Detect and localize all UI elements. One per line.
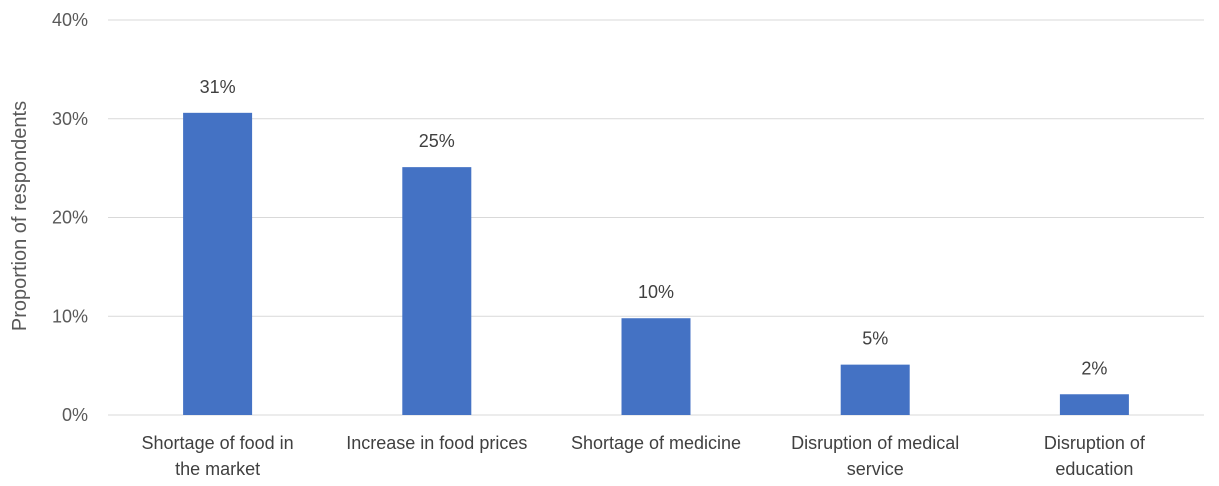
x-tick-label: Shortage of food in the market [142, 433, 294, 479]
y-tick-label: 0% [62, 405, 88, 425]
data-labels: 31% 25% 10% 5% 2% [200, 77, 1108, 378]
bar [840, 364, 910, 415]
y-axis-ticks: 0% 10% 20% 30% 40% [52, 10, 88, 425]
bars [183, 112, 1129, 415]
data-label: 10% [638, 282, 674, 302]
x-tick-label: Disruption of education [1044, 433, 1146, 479]
data-label: 31% [200, 77, 236, 97]
bar [402, 167, 472, 415]
y-axis-title: Proportion of respondents [9, 101, 31, 331]
x-tick-label: Increase in food prices [346, 433, 527, 453]
y-tick-label: 20% [52, 208, 88, 228]
bar [621, 318, 691, 415]
gridlines [108, 19, 1204, 416]
y-tick-label: 40% [52, 10, 88, 30]
x-tick-label: Disruption of medical service [791, 433, 959, 479]
data-label: 25% [419, 131, 455, 151]
x-tick-label: Shortage of medicine [571, 433, 741, 453]
data-label: 2% [1081, 358, 1107, 378]
data-label: 5% [862, 329, 888, 349]
y-tick-label: 10% [52, 306, 88, 326]
x-axis-categories: Shortage of food in the market Increase in… [142, 433, 1146, 479]
bar [183, 112, 253, 415]
y-tick-label: 30% [52, 109, 88, 129]
bar [1059, 394, 1129, 415]
